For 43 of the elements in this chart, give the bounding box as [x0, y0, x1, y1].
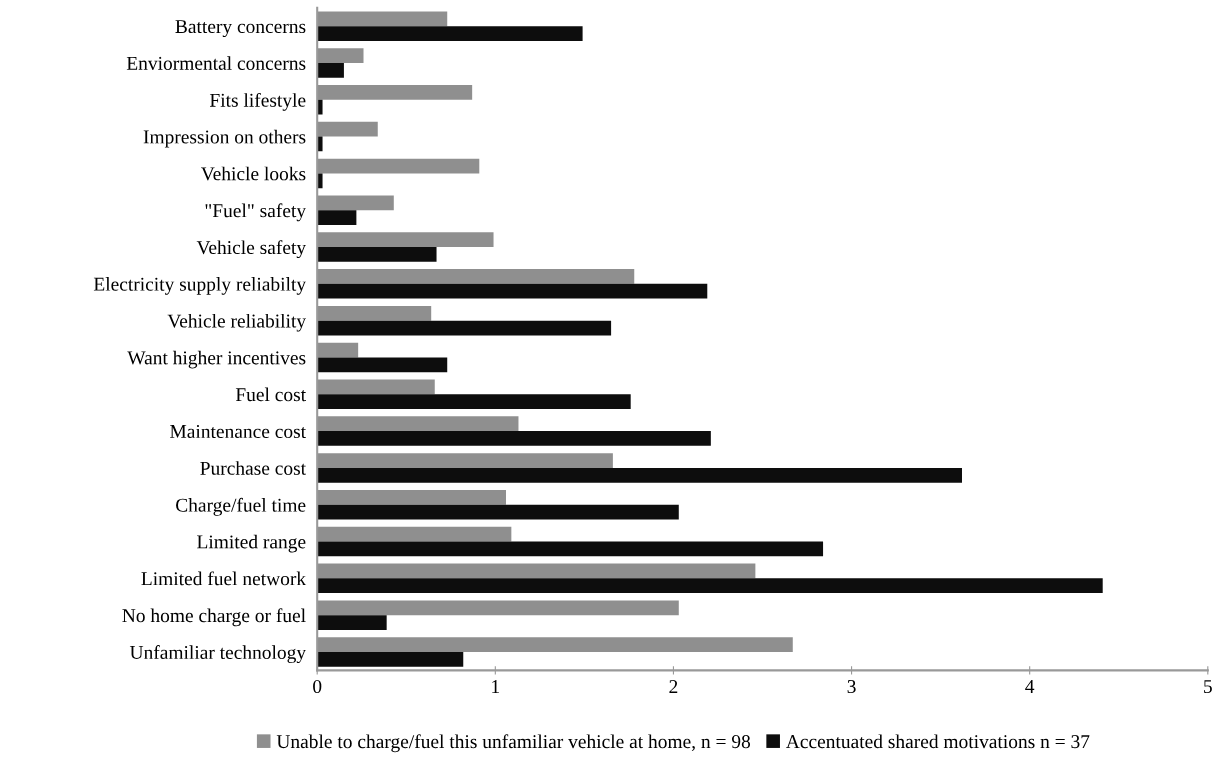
- bar: [317, 615, 387, 630]
- y-tick-label: Electricity supply reliabilty: [93, 277, 307, 295]
- bar: [317, 394, 631, 410]
- x-tick-label: 3: [847, 680, 856, 694]
- bar: [317, 62, 344, 78]
- y-tick-label: Fits lifestyle: [209, 92, 306, 111]
- bar: [317, 210, 357, 225]
- y-tick-label: Maintenance cost: [170, 424, 306, 439]
- y-tick-label: "Fuel" safety: [205, 203, 307, 222]
- bar: [317, 173, 323, 189]
- y-tick-label: Vehicle looks: [201, 166, 306, 181]
- y-tick-label: Charge/fuel time: [176, 497, 306, 516]
- x-tick-label: 0: [313, 679, 322, 694]
- legend-label: Unable to charge/fuel this unfamiliar vehicle at home, n = 98: [276, 734, 751, 753]
- y-tick-label: Want higher incentives: [127, 350, 306, 369]
- y-tick-label: Purchase cost: [200, 461, 306, 475]
- bar: [317, 283, 708, 299]
- legend-label: Accentuated shared motivations n = 37: [785, 734, 1090, 749]
- x-tick-label: 1: [492, 680, 500, 693]
- bar: [317, 541, 824, 557]
- y-tick-label: Vehicle reliability: [167, 313, 307, 332]
- bar: [317, 467, 962, 483]
- y-tick-label: Limited range: [197, 534, 306, 553]
- y-tick-label: Fuel cost: [235, 387, 306, 402]
- bar: [317, 431, 711, 446]
- bar: [317, 247, 437, 262]
- bar: [317, 578, 1103, 594]
- x-tick-label: 4: [1025, 680, 1035, 693]
- y-tick-label: Battery concerns: [175, 20, 306, 38]
- bar: [317, 320, 612, 336]
- bar: [317, 99, 323, 115]
- x-tick-label: 2: [669, 680, 678, 693]
- y-tick-label: Impression on others: [143, 129, 306, 148]
- x-tick-label: 5: [1204, 680, 1212, 694]
- y-tick-label: Limited fuel network: [141, 571, 307, 586]
- y-tick-label: No home charge or fuel: [122, 608, 306, 627]
- y-tick-label: Unfamiliar technology: [129, 645, 307, 664]
- bar: [317, 26, 583, 41]
- bar: [317, 504, 679, 520]
- bar: [317, 357, 448, 373]
- y-tick-label: Enviormental concerns: [126, 56, 306, 70]
- y-tick-label: Vehicle safety: [196, 240, 307, 259]
- bar: [317, 651, 464, 667]
